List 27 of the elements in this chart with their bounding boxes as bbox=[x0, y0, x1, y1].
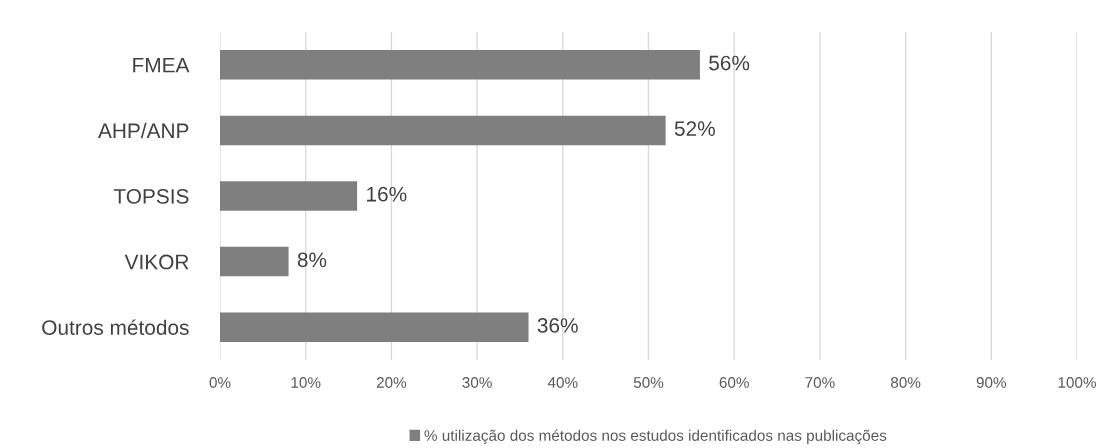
x-tick-label: 80% bbox=[890, 377, 921, 388]
data-label: 8% bbox=[297, 252, 327, 268]
x-tick-label: 90% bbox=[976, 377, 1007, 388]
x-tick-label: 70% bbox=[805, 377, 835, 388]
bar bbox=[220, 312, 529, 342]
x-tick-label: 30% bbox=[462, 377, 492, 388]
y-tick-label: Outros métodos bbox=[42, 319, 189, 335]
x-tick-label: 60% bbox=[719, 377, 749, 388]
data-label: 36% bbox=[537, 318, 578, 333]
bar bbox=[220, 246, 289, 277]
x-tick-label: 100% bbox=[1058, 377, 1096, 388]
y-tick-label: VIKOR bbox=[124, 254, 189, 270]
y-tick-label: TOPSIS bbox=[113, 189, 189, 204]
bar bbox=[220, 115, 666, 146]
bar bbox=[220, 181, 358, 211]
data-label: 52% bbox=[674, 121, 715, 136]
x-tick-label: 0% bbox=[209, 377, 231, 388]
x-tick-label: 50% bbox=[633, 377, 664, 388]
x-tick-label: 40% bbox=[547, 377, 578, 388]
bar bbox=[220, 50, 700, 80]
data-label: 16% bbox=[367, 186, 407, 202]
data-label: 56% bbox=[709, 55, 750, 71]
y-tick-label: FMEA bbox=[133, 58, 190, 73]
x-tick-label: 10% bbox=[291, 377, 321, 388]
x-tick-label: 20% bbox=[376, 377, 407, 388]
legend-label: % utilização dos métodos nos estudos identificados nas publicações bbox=[424, 429, 887, 444]
y-tick-label: AHP/ANP bbox=[98, 122, 189, 139]
